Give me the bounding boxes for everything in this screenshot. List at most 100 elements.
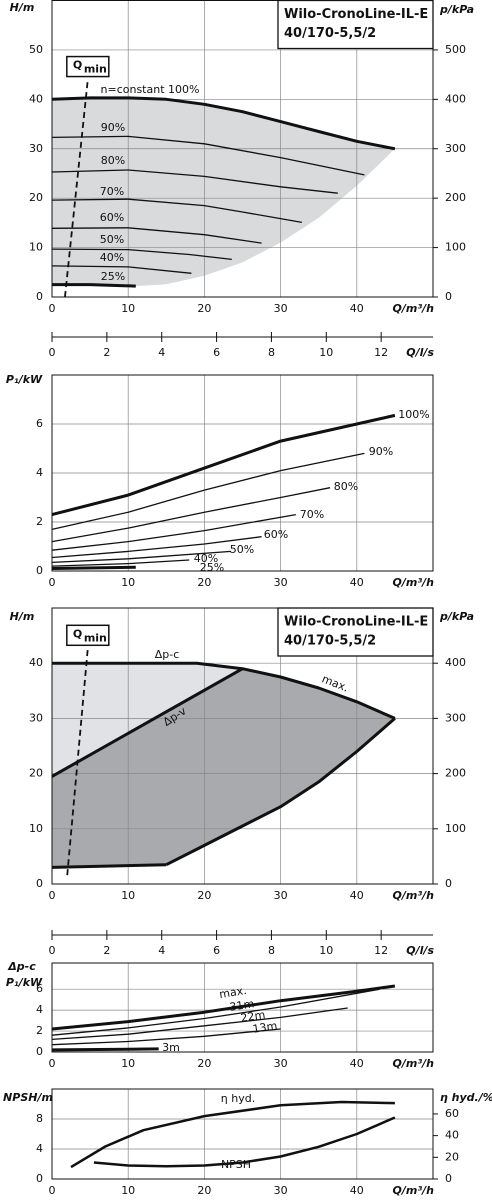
curve	[51, 1047, 159, 1052]
y-tick-label: 20	[29, 191, 43, 204]
x-tick-label: 40	[350, 1057, 364, 1070]
x-tick-label: 0	[49, 302, 56, 315]
plot-frame	[51, 962, 434, 1053]
x-tick-label: 10	[121, 1057, 135, 1070]
curve-label: 25%	[101, 270, 125, 283]
curve-label: 80%	[334, 480, 358, 493]
y2-tick-label: 300	[445, 711, 466, 724]
x-tick-label: 20	[197, 1057, 211, 1070]
x-tick-label: 40	[350, 889, 364, 902]
y2-tick-label: 0	[445, 290, 452, 303]
curve	[51, 96, 396, 151]
qmin-line	[64, 79, 89, 298]
x2-tick-label: 4	[158, 346, 165, 359]
x2-tick-label: 2	[103, 346, 110, 359]
x2-tick-label: 0	[49, 944, 56, 957]
y-tick-label: 2	[36, 1024, 43, 1037]
title-box	[277, 607, 434, 657]
plot-frame	[51, 1088, 434, 1180]
x-axis-label: Q/m³/h	[393, 889, 435, 902]
curve	[52, 661, 396, 720]
curve-label: 50%	[230, 543, 254, 556]
x-tick-label: 0	[49, 1184, 56, 1197]
curve	[51, 227, 262, 244]
qmin-line	[66, 648, 89, 876]
x-tick-label: 0	[49, 1057, 56, 1070]
region	[52, 97, 395, 287]
x-tick-label: 10	[121, 302, 135, 315]
y-axis-label: Δp-c	[7, 960, 36, 973]
y-tick-label: 40	[29, 92, 43, 105]
curve-label: 40%	[100, 251, 124, 264]
y2-tick-label: 500	[445, 43, 466, 56]
qmin-box	[66, 55, 110, 78]
x-tick-label: 30	[274, 889, 288, 902]
curve	[51, 198, 303, 224]
y-tick-label: 2	[36, 515, 43, 528]
y-tick-label: 10	[29, 822, 43, 835]
curve	[51, 169, 338, 194]
x-axis-label: Q/m³/h	[393, 1184, 435, 1197]
y-tick-label: 4	[36, 1003, 43, 1016]
x-tick-label: 30	[274, 1184, 288, 1197]
x-tick-label: 0	[49, 889, 56, 902]
curve-label: 31m	[229, 997, 255, 1014]
curve	[51, 536, 262, 559]
curve-label: 50%	[100, 233, 124, 246]
curve-label: 70%	[300, 508, 324, 521]
y2-axis-label: η hyd./%	[440, 1091, 492, 1104]
plot-frame	[51, 607, 434, 885]
x-axis-label: Q/m³/h	[393, 1057, 435, 1070]
y2-tick-label: 200	[445, 767, 466, 780]
curve	[51, 984, 396, 1031]
curve	[51, 1028, 281, 1046]
y-tick-label: 8	[36, 1112, 43, 1125]
x-tick-label: 20	[197, 302, 211, 315]
curve-label: η hyd.	[221, 1092, 255, 1105]
curve-label: NPSH	[221, 1158, 251, 1171]
title-line: 40/170-5,5/2	[284, 634, 376, 649]
x-axis-label: Q/m³/h	[393, 302, 435, 315]
y-tick-label: 30	[29, 142, 43, 155]
x2-tick-label: 10	[319, 944, 333, 957]
x-tick-label: 10	[121, 1184, 135, 1197]
y2-tick-label: 60	[445, 1107, 459, 1120]
y-tick-label: 30	[29, 711, 43, 724]
y2-tick-label: 0	[445, 1172, 452, 1185]
curve	[51, 550, 232, 564]
curve-label: 22m	[240, 1008, 266, 1025]
y-tick-label: 20	[29, 767, 43, 780]
curve	[51, 487, 331, 543]
x-tick-label: 20	[197, 1184, 211, 1197]
curve-label: 70%	[100, 185, 124, 198]
curve	[51, 988, 380, 1036]
y2-tick-label: 40	[445, 1129, 459, 1142]
x-tick-label: 0	[49, 576, 56, 589]
y2-tick-label: 100	[445, 241, 466, 254]
title-line: Wilo-CronoLine-IL-E	[284, 7, 428, 22]
curve-label: 13m	[252, 1019, 278, 1036]
curve-label: 80%	[101, 154, 125, 167]
curve	[51, 513, 296, 551]
x-tick-label: 40	[350, 1184, 364, 1197]
y2-axis-label: p/kPa	[439, 610, 474, 623]
curve-label: 3m	[162, 1041, 180, 1054]
curve	[51, 667, 244, 778]
y-tick-label: 0	[36, 1045, 43, 1058]
title-box	[277, 0, 434, 50]
y2-tick-label: 0	[445, 877, 452, 890]
y-axis-label: P₁/kW	[6, 373, 43, 386]
y-tick-label: 0	[36, 290, 43, 303]
x2-tick-label: 4	[158, 944, 165, 957]
qmin-sub: min	[84, 63, 107, 76]
x2-tick-label: 8	[268, 346, 275, 359]
x-tick-label: 30	[274, 576, 288, 589]
curve	[51, 413, 396, 517]
y-tick-label: 10	[29, 241, 43, 254]
y-axis-label: P₁/kW	[6, 976, 43, 989]
x-tick-label: 20	[197, 889, 211, 902]
curve-label: 90%	[101, 121, 125, 134]
x2-tick-label: 2	[103, 944, 110, 957]
y2-tick-label: 400	[445, 656, 466, 669]
